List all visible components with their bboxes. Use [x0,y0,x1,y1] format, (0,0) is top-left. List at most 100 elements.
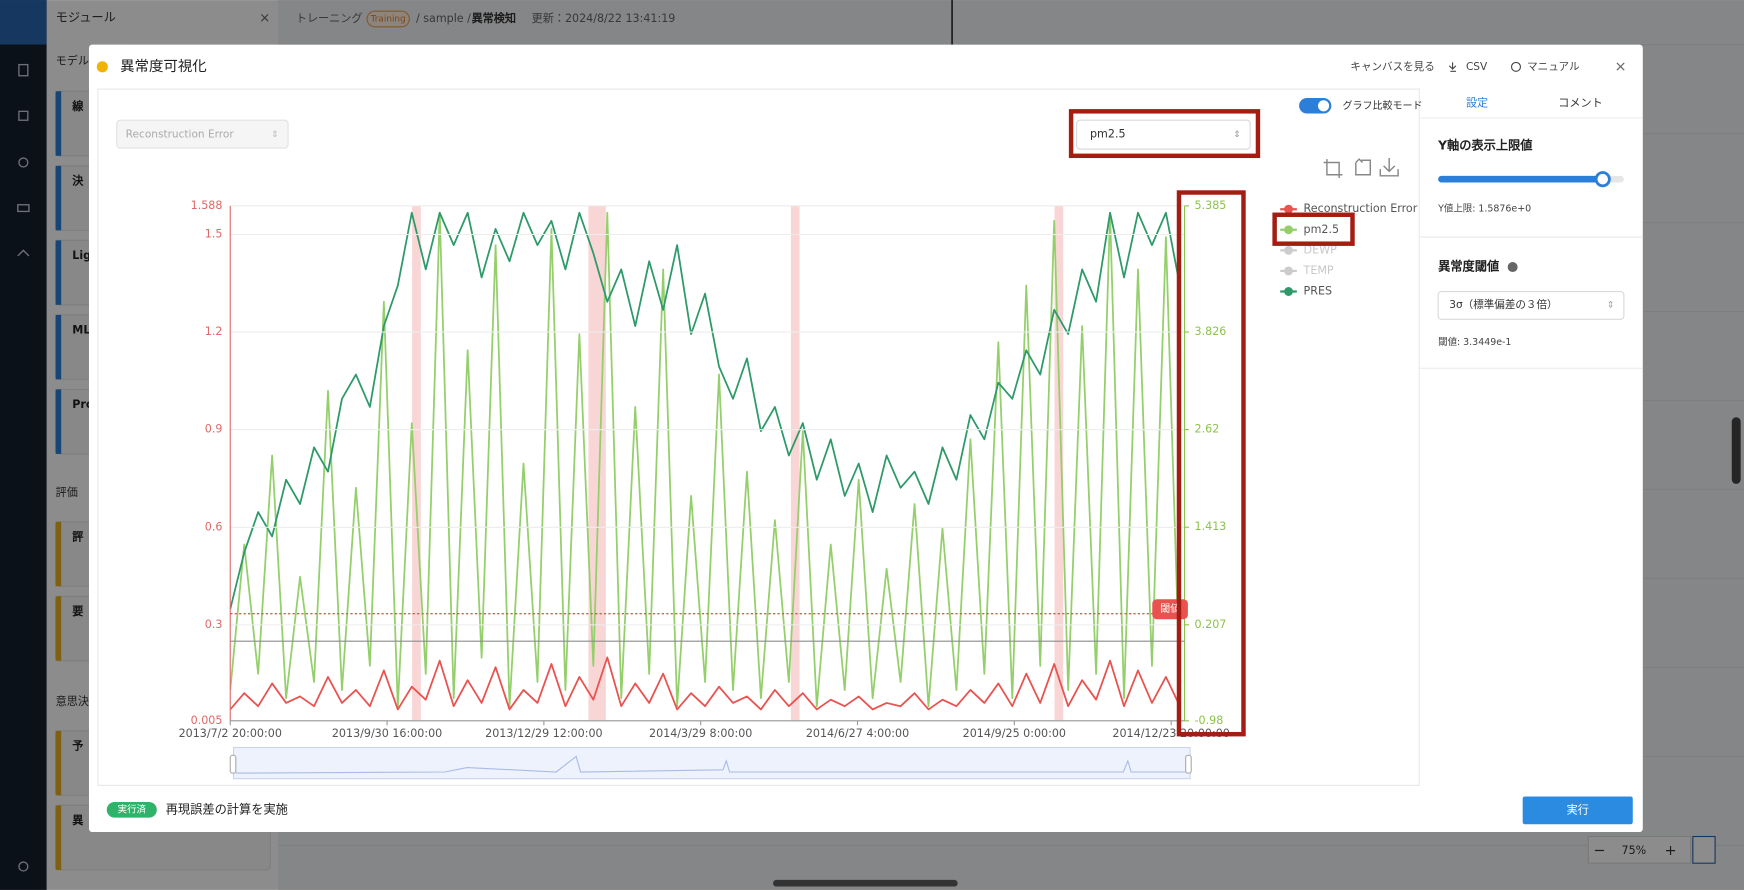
legend-label[interactable]: pm2.5 [1304,223,1340,236]
module-card-accent [55,314,62,380]
zoom-handle[interactable] [1185,754,1192,774]
module-card-accent [55,240,62,305]
module-card-label: Pro [72,398,94,411]
module-card-accent [55,91,62,156]
highlight-box [1272,212,1355,246]
x-tick-label: 2014/12/23 20:00:00 [1112,727,1229,740]
series-line [230,211,1181,610]
anomaly-band [412,205,421,721]
y-tick-label: 0.3 [205,618,223,631]
toggle-label: グラフ比較モード [1342,99,1422,112]
badge [366,10,410,28]
zoom-level: 75% [1622,844,1647,857]
legend-label[interactable]: Reconstruction Error [1304,202,1418,215]
manual-button[interactable]: マニュアル [1527,61,1580,73]
zoom-out[interactable]: − [1593,843,1605,859]
module-card-accent [55,730,62,796]
module-card-label: 要 [72,605,83,618]
legend-label[interactable]: DEWP [1304,243,1338,256]
highlight-box [1068,109,1261,159]
y2-tick-label: -0.98 [1195,714,1224,727]
module-card-accent [55,596,62,661]
anomaly-band [588,205,606,721]
threshold-label: 閾値 [1160,602,1180,615]
section-title: モデル [56,53,89,67]
legend-marker [1284,266,1293,276]
ymax-value: Y値上限: 1.5876e+0 [1437,203,1531,215]
slider-knob[interactable] [1594,171,1611,188]
home-bar [773,879,958,887]
tab-settings[interactable]: 設定 [1466,97,1488,110]
highlight-box [1176,190,1246,737]
y-tick-label: 1.588 [191,199,223,212]
series-line [230,656,1181,711]
toggle-knob [1318,100,1330,112]
view-canvas[interactable]: キャンバスを見る [1350,61,1434,73]
sidebar-logo[interactable] [0,0,47,45]
module-card-label: 決 [72,173,84,187]
right-select[interactable] [1076,119,1251,150]
modal-close[interactable]: × [1614,59,1626,75]
module-card-label: 線 [71,99,84,113]
right-select-text: pm2.5 [1090,128,1126,141]
anomaly-band [790,205,800,721]
series-line [230,211,1181,708]
scrollbar [1731,417,1741,484]
breadcrumb-current: 異常検知 [472,11,516,25]
legend-marker [1284,225,1293,235]
left-select-text: Reconstruction Error [126,129,235,141]
module-card-accent [55,389,62,454]
section-title: 評価 [56,486,78,499]
legend-label[interactable]: TEMP [1303,264,1334,277]
threshold-value: 閾値: 3.3449e-1 [1438,336,1511,348]
data-zoom-preview [235,755,1188,774]
x-tick-label: 2014/6/27 4:00:00 [806,727,909,740]
y-tick-label: 0.6 [205,520,223,533]
threshold-select[interactable] [1437,290,1625,320]
plot-area [230,205,1181,721]
breadcrumb-path: / sample / [416,12,471,25]
slider-fill [1438,175,1603,183]
download-icon [1448,62,1457,72]
y2-tick-label: 5.385 [1195,199,1227,212]
zoom-in[interactable]: + [1665,843,1677,859]
chart: 1.588 1.5 1.2 0.9 0.6 0.3 0.005 5.385 3.826 2.62 1… [179,199,1418,740]
legend-marker [1284,287,1293,296]
zoom-control [1587,835,1692,864]
legend-marker [1284,245,1293,255]
y2-tick-label: 0.207 [1195,618,1227,631]
y-tick-label: 1.5 [205,227,223,240]
csv-button[interactable]: CSV [1466,61,1488,73]
zoom-handle[interactable] [229,754,237,774]
module-card-label: 異 [72,814,83,827]
y2-tick-label: 2.62 [1195,423,1220,436]
help-icon[interactable] [1507,262,1518,273]
modal-title: 異常度可視化 [120,58,207,75]
toolbox[interactable] [1323,158,1399,179]
left-select [116,119,289,149]
updated-at: 更新：2024/8/22 13:41:19 [532,12,676,25]
x-tick-label: 2013/9/30 16:00:00 [332,727,442,740]
legend-label[interactable]: PRES [1304,285,1333,298]
anomaly-band [1054,205,1064,721]
module-card-accent [55,165,62,231]
panel-close[interactable]: × [259,11,270,26]
data-zoom[interactable] [233,746,1191,780]
help-icon [1510,61,1521,72]
x-tick-label: 2013/7/2 20:00:00 [179,727,282,740]
module-card-label: Lig [72,249,91,262]
select-arrow: ⇕ [271,130,278,140]
setting-title: 異常度閾値 [1438,259,1499,274]
tab-comment[interactable]: コメント [1558,97,1602,110]
module-card-label: 評 [72,530,83,543]
y2-tick-label: 3.826 [1195,325,1227,338]
section-title: 意思決 [56,695,89,708]
map-button[interactable] [1692,835,1716,864]
sidebar-icons [17,63,30,872]
breadcrumb-root[interactable]: トレーニング [296,11,363,25]
module-card-accent [55,521,62,587]
select-arrow: ⇕ [1607,300,1614,310]
badge-text: Training [370,15,406,25]
run-button[interactable] [1522,796,1633,825]
